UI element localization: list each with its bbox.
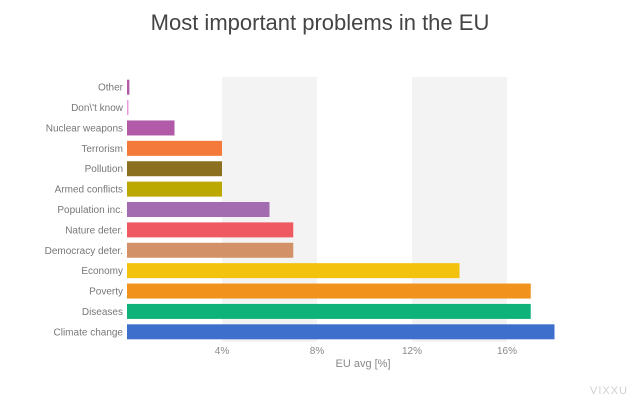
- x-tick-label: 16%: [497, 346, 517, 357]
- x-axis-label: EU avg [%]: [335, 358, 390, 370]
- category-label: Poverty: [89, 287, 123, 298]
- category-label: Terrorism: [81, 144, 123, 155]
- category-label: Nature deter.: [65, 225, 123, 236]
- bar: [127, 324, 555, 340]
- bar: [127, 161, 222, 177]
- bar: [127, 222, 294, 238]
- category-label: Democracy deter.: [45, 246, 123, 257]
- bar: [127, 303, 531, 319]
- bar: [127, 283, 531, 299]
- x-tick-labels: 4% 8% 12% 16%: [215, 346, 517, 357]
- watermark: VIXXU: [590, 385, 628, 397]
- category-label: Diseases: [82, 307, 123, 318]
- category-label: Population inc.: [57, 205, 123, 216]
- category-label: Nuclear weapons: [46, 123, 123, 134]
- category-label: Pollution: [85, 164, 123, 175]
- x-tick-label: 12%: [402, 346, 422, 357]
- category-label: Climate change: [54, 327, 124, 338]
- category-label: Other: [98, 83, 124, 94]
- bar: [127, 181, 222, 197]
- category-label: Armed conflicts: [55, 185, 123, 196]
- x-tick-label: 8%: [310, 346, 325, 357]
- bar: [127, 263, 460, 279]
- category-labels: Other Don\'t know Nuclear weapons Terrorism…: [45, 83, 124, 339]
- bar: [127, 79, 130, 95]
- bar: [127, 202, 270, 217]
- bar: [127, 140, 222, 156]
- category-label: Don\'t know: [71, 103, 124, 114]
- bar: [127, 100, 129, 116]
- x-tick-label: 4%: [215, 346, 230, 357]
- bar: [127, 242, 294, 258]
- bars-group: [127, 79, 555, 340]
- grid-band: [412, 77, 507, 342]
- chart-title: Most important problems in the EU: [151, 10, 490, 35]
- bar: [127, 120, 175, 136]
- category-label: Economy: [81, 266, 123, 277]
